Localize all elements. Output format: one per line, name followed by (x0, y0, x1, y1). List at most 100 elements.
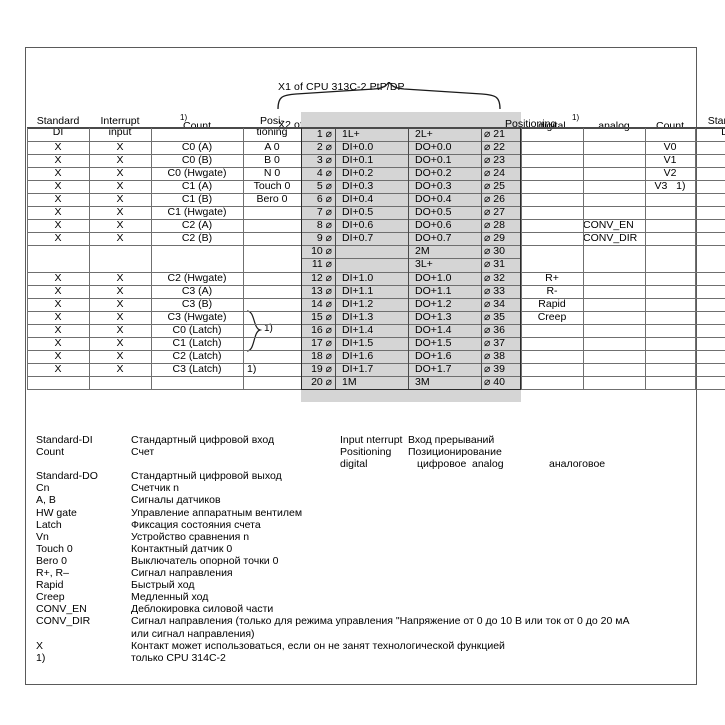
cell-standard-di-8: X (54, 232, 62, 245)
cell-positioning-left-8 (243, 232, 301, 245)
connector-shaded-block (301, 127, 521, 402)
cell-count-right-6 (645, 206, 695, 219)
cell-count-right-8 (645, 232, 695, 245)
pin-number-right-30: ⌀ 30 (484, 245, 505, 258)
legend-right: Input nterrupt Вход прерываний Positioni… (340, 434, 605, 470)
cell-interrupt-input-9 (89, 245, 151, 258)
grid-line (521, 375, 725, 377)
signal-left-10 (335, 245, 408, 258)
cell-standard-di-2: X (54, 154, 62, 167)
legend-row-17: X Контакт может использоваться, если он н… (36, 640, 630, 652)
cell-standard-do-15: X (695, 324, 725, 337)
pin-number-right-36: ⌀ 36 (484, 323, 505, 336)
cell-positioning-left-16 (243, 337, 301, 350)
grid-line (27, 297, 301, 299)
pin-number-right-31: ⌀ 31 (484, 258, 505, 271)
legend-row-8: Vn Устройство сравнения n (36, 531, 630, 543)
legend-desc-4: Счетчик n (131, 482, 179, 495)
grid-line (27, 154, 301, 156)
cell-positioning-analog-11 (583, 272, 645, 285)
cell-positioning-left-15 (243, 324, 301, 337)
cell-count-right-4: V3 1) (654, 180, 686, 193)
signal-left-15: DI+1.3 (342, 310, 374, 323)
cell-positioning-analog-2 (583, 154, 645, 167)
cell-standard-di-10 (27, 258, 89, 271)
legend-input-interrupt-term: Input nterrupt (340, 434, 403, 446)
signal-left-7: DI+0.5 (342, 206, 374, 219)
grid-line (27, 141, 301, 142)
signal-right-11: 3L+ (415, 258, 433, 271)
cell-standard-di-0 (27, 128, 89, 141)
pin-number-left-10: 10 ⌀ (311, 245, 332, 258)
cell-count-left-0 (151, 128, 243, 141)
pin-number-left-4: 4 ⌀ (316, 167, 332, 180)
cell-standard-di-17: X (54, 349, 62, 362)
connector-brace-icon (277, 82, 501, 110)
cell-positioning-left-11 (243, 272, 301, 285)
cell-positioning-analog-4 (583, 180, 645, 193)
grid-line (27, 362, 301, 364)
cell-standard-di-9 (27, 245, 89, 258)
cell-positioning-digital-12: R- (546, 284, 558, 297)
cell-count-left-11: C2 (Hwgate) (167, 271, 227, 284)
grid-line (27, 271, 301, 273)
cell-positioning-analog-15 (583, 324, 645, 337)
legend-term-8: Vn (36, 530, 49, 543)
legend-term-0: Standard-DI (36, 434, 93, 446)
pin-number-left-16: 16 ⌀ (311, 323, 332, 336)
legend-digital-desc: цифровое (417, 458, 467, 471)
header-interrupt-input: Interrupt input (89, 112, 151, 141)
pin-number-left-15: 15 ⌀ (311, 310, 332, 323)
legend-row-1: Count Счет (36, 446, 630, 458)
cell-positioning-digital-16 (521, 337, 583, 350)
grid-line (301, 154, 521, 156)
cell-interrupt-input-13: X (116, 297, 124, 310)
cell-interrupt-input-11: X (116, 271, 124, 284)
cell-count-right-7 (645, 219, 695, 232)
pin-number-right-22: ⌀ 22 (484, 141, 505, 153)
cell-count-left-16: C1 (Latch) (172, 336, 222, 349)
legend-positioning-term: Positioning (340, 446, 392, 459)
grid-line (301, 219, 521, 221)
cell-standard-do-9 (695, 245, 725, 258)
cell-count-right-2: V1 (663, 154, 677, 167)
grid-line (481, 127, 482, 389)
cell-positioning-left-5: Bero 0 (256, 193, 288, 206)
header-count-left: Count (151, 112, 243, 141)
signal-left-17: DI+1.5 (342, 336, 374, 349)
cell-interrupt-input-0 (89, 128, 151, 141)
header-standard-do: Standard DO (695, 112, 725, 141)
cell-positioning-left-7 (243, 219, 301, 232)
cell-positioning-digital-2 (521, 154, 583, 167)
cell-interrupt-input-18: X (116, 362, 124, 375)
grid-line (151, 127, 152, 389)
cell-standard-di-7: X (54, 219, 62, 232)
signal-right-6: DO+0.4 (415, 193, 452, 206)
cell-interrupt-input-8: X (116, 232, 124, 245)
cell-standard-do-3: X (695, 167, 725, 180)
header-positioning-left-l1: Posi- (260, 114, 284, 127)
cell-positioning-digital-13: Rapid (538, 297, 566, 310)
legend-term-16 (36, 628, 131, 640)
cell-positioning-left-4: Touch 0 (253, 180, 291, 193)
legend-term-15: CONV_DIR (36, 615, 91, 628)
pin-number-left-5: 5 ⌀ (316, 180, 332, 193)
cell-interrupt-input-12: X (116, 284, 124, 297)
cell-standard-do-19 (695, 376, 725, 389)
pin-number-right-37: ⌀ 37 (484, 336, 505, 349)
legend-row-9: Touch 0 Контактный датчик 0 (36, 543, 630, 555)
signal-left-5: DI+0.3 (342, 180, 374, 193)
legend-desc-5: Сигналы датчиков (131, 494, 221, 507)
cell-interrupt-input-4: X (116, 180, 124, 193)
grid-line (521, 206, 725, 208)
grid-line (301, 271, 521, 273)
legend-desc-9: Контактный датчик 0 (131, 542, 233, 555)
cell-count-left-8: C2 (B) (181, 232, 213, 245)
grid-line (301, 375, 521, 377)
legend-right-row-2: Positioning Позиционирование (340, 446, 605, 458)
pin-number-right-21: ⌀ 21 (484, 127, 505, 140)
cell-count-right-19 (645, 376, 695, 389)
grid-line (301, 193, 521, 195)
pin-number-right-29: ⌀ 29 (484, 232, 505, 245)
